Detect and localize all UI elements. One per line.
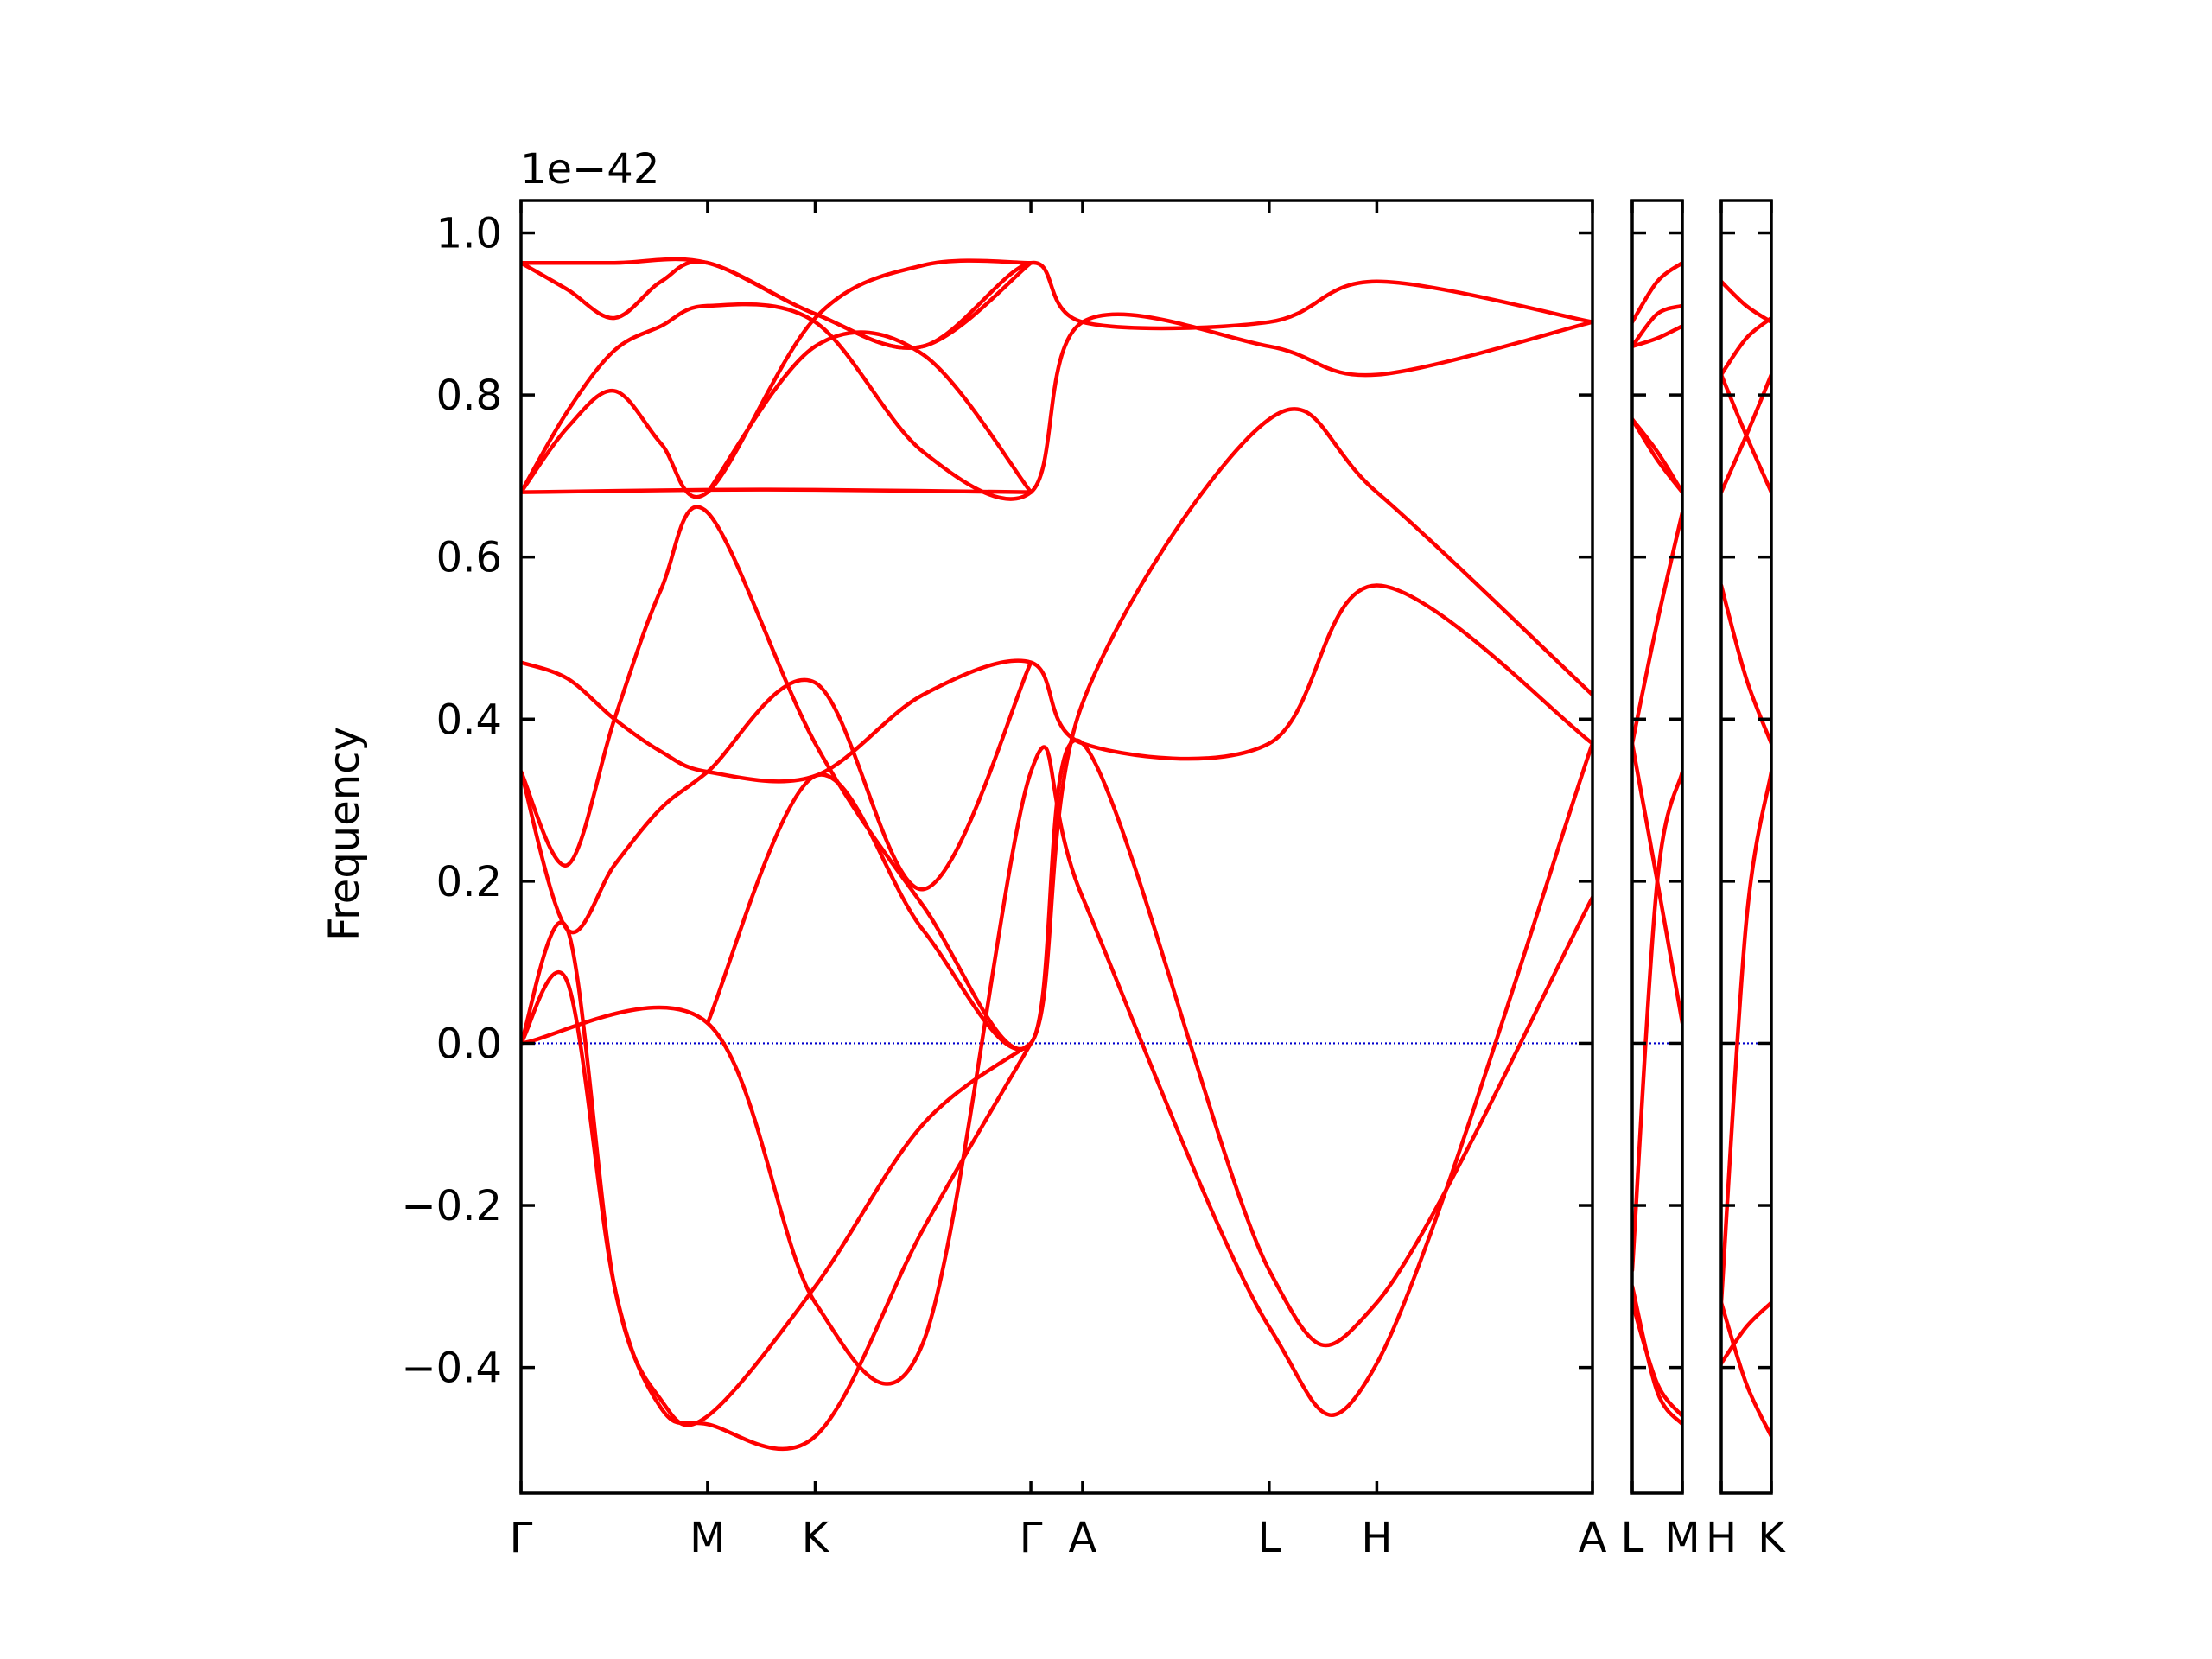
x-tick-label: M xyxy=(1664,1514,1700,1562)
band-line xyxy=(1632,510,1682,746)
band-line xyxy=(521,920,1033,1427)
band-line xyxy=(1721,1300,1771,1439)
x-tick-label: A xyxy=(1579,1514,1607,1562)
x-tick-label: K xyxy=(802,1514,830,1562)
panel-frame xyxy=(519,199,1594,1495)
band-line xyxy=(521,660,1033,935)
band-line xyxy=(1632,303,1682,349)
band-line xyxy=(521,259,1592,350)
y-axis: −0.4 −0.2 0.0 0.2 0.4 0.6 0.8 1.0 xyxy=(401,210,502,1393)
y-offset-text: 1e−42 xyxy=(520,145,659,194)
band-line xyxy=(1632,769,1682,1273)
x-tick-label: H xyxy=(1706,1514,1737,1562)
y-tick-label: 0.6 xyxy=(436,534,502,582)
band-line xyxy=(521,583,1592,784)
band-line xyxy=(1721,1300,1771,1366)
band-lines xyxy=(521,257,1592,1452)
band-line xyxy=(705,330,1033,494)
band-line xyxy=(705,738,1592,1348)
y-tick-label: 0.2 xyxy=(436,858,502,906)
band-line xyxy=(1721,279,1771,324)
band-line xyxy=(1721,315,1771,377)
x-tick-label: H xyxy=(1361,1514,1392,1562)
y-tick-label: −0.4 xyxy=(401,1344,502,1393)
x-tick-label: A xyxy=(1069,1514,1097,1562)
band-line xyxy=(1632,416,1682,494)
y-tick-label: −0.2 xyxy=(401,1182,502,1230)
band-lines xyxy=(1721,279,1771,1439)
x-tick-label: L xyxy=(1257,1514,1281,1562)
y-axis-label: Frequency xyxy=(321,727,369,941)
panel-frame xyxy=(1630,199,1684,1495)
band-line xyxy=(1632,324,1682,349)
x-tick-label: K xyxy=(1758,1514,1786,1562)
band-line xyxy=(521,257,1033,350)
x-tick-label: M xyxy=(690,1514,725,1562)
panel-frame xyxy=(1719,199,1773,1495)
band-line xyxy=(521,407,1592,1052)
band-line xyxy=(521,487,1033,494)
band-line xyxy=(1721,583,1771,746)
band-line xyxy=(1632,260,1682,324)
x-tick-label: Γ xyxy=(1020,1514,1043,1562)
x-tick-label: Γ xyxy=(510,1514,533,1562)
y-tick-label: 1.0 xyxy=(436,210,502,258)
y-tick-label: 0.0 xyxy=(436,1020,502,1068)
band-line xyxy=(521,302,1592,501)
band-line xyxy=(521,970,1033,1452)
y-tick-label: 0.8 xyxy=(436,372,502,420)
band-line xyxy=(1632,1300,1682,1419)
x-tick-label: L xyxy=(1621,1514,1644,1562)
band-lines xyxy=(1632,260,1682,1427)
band-line xyxy=(521,741,1592,1417)
band-line xyxy=(1721,769,1771,1305)
band-line xyxy=(1632,1284,1682,1427)
band-line xyxy=(1721,372,1771,494)
y-tick-label: 0.4 xyxy=(436,696,502,744)
